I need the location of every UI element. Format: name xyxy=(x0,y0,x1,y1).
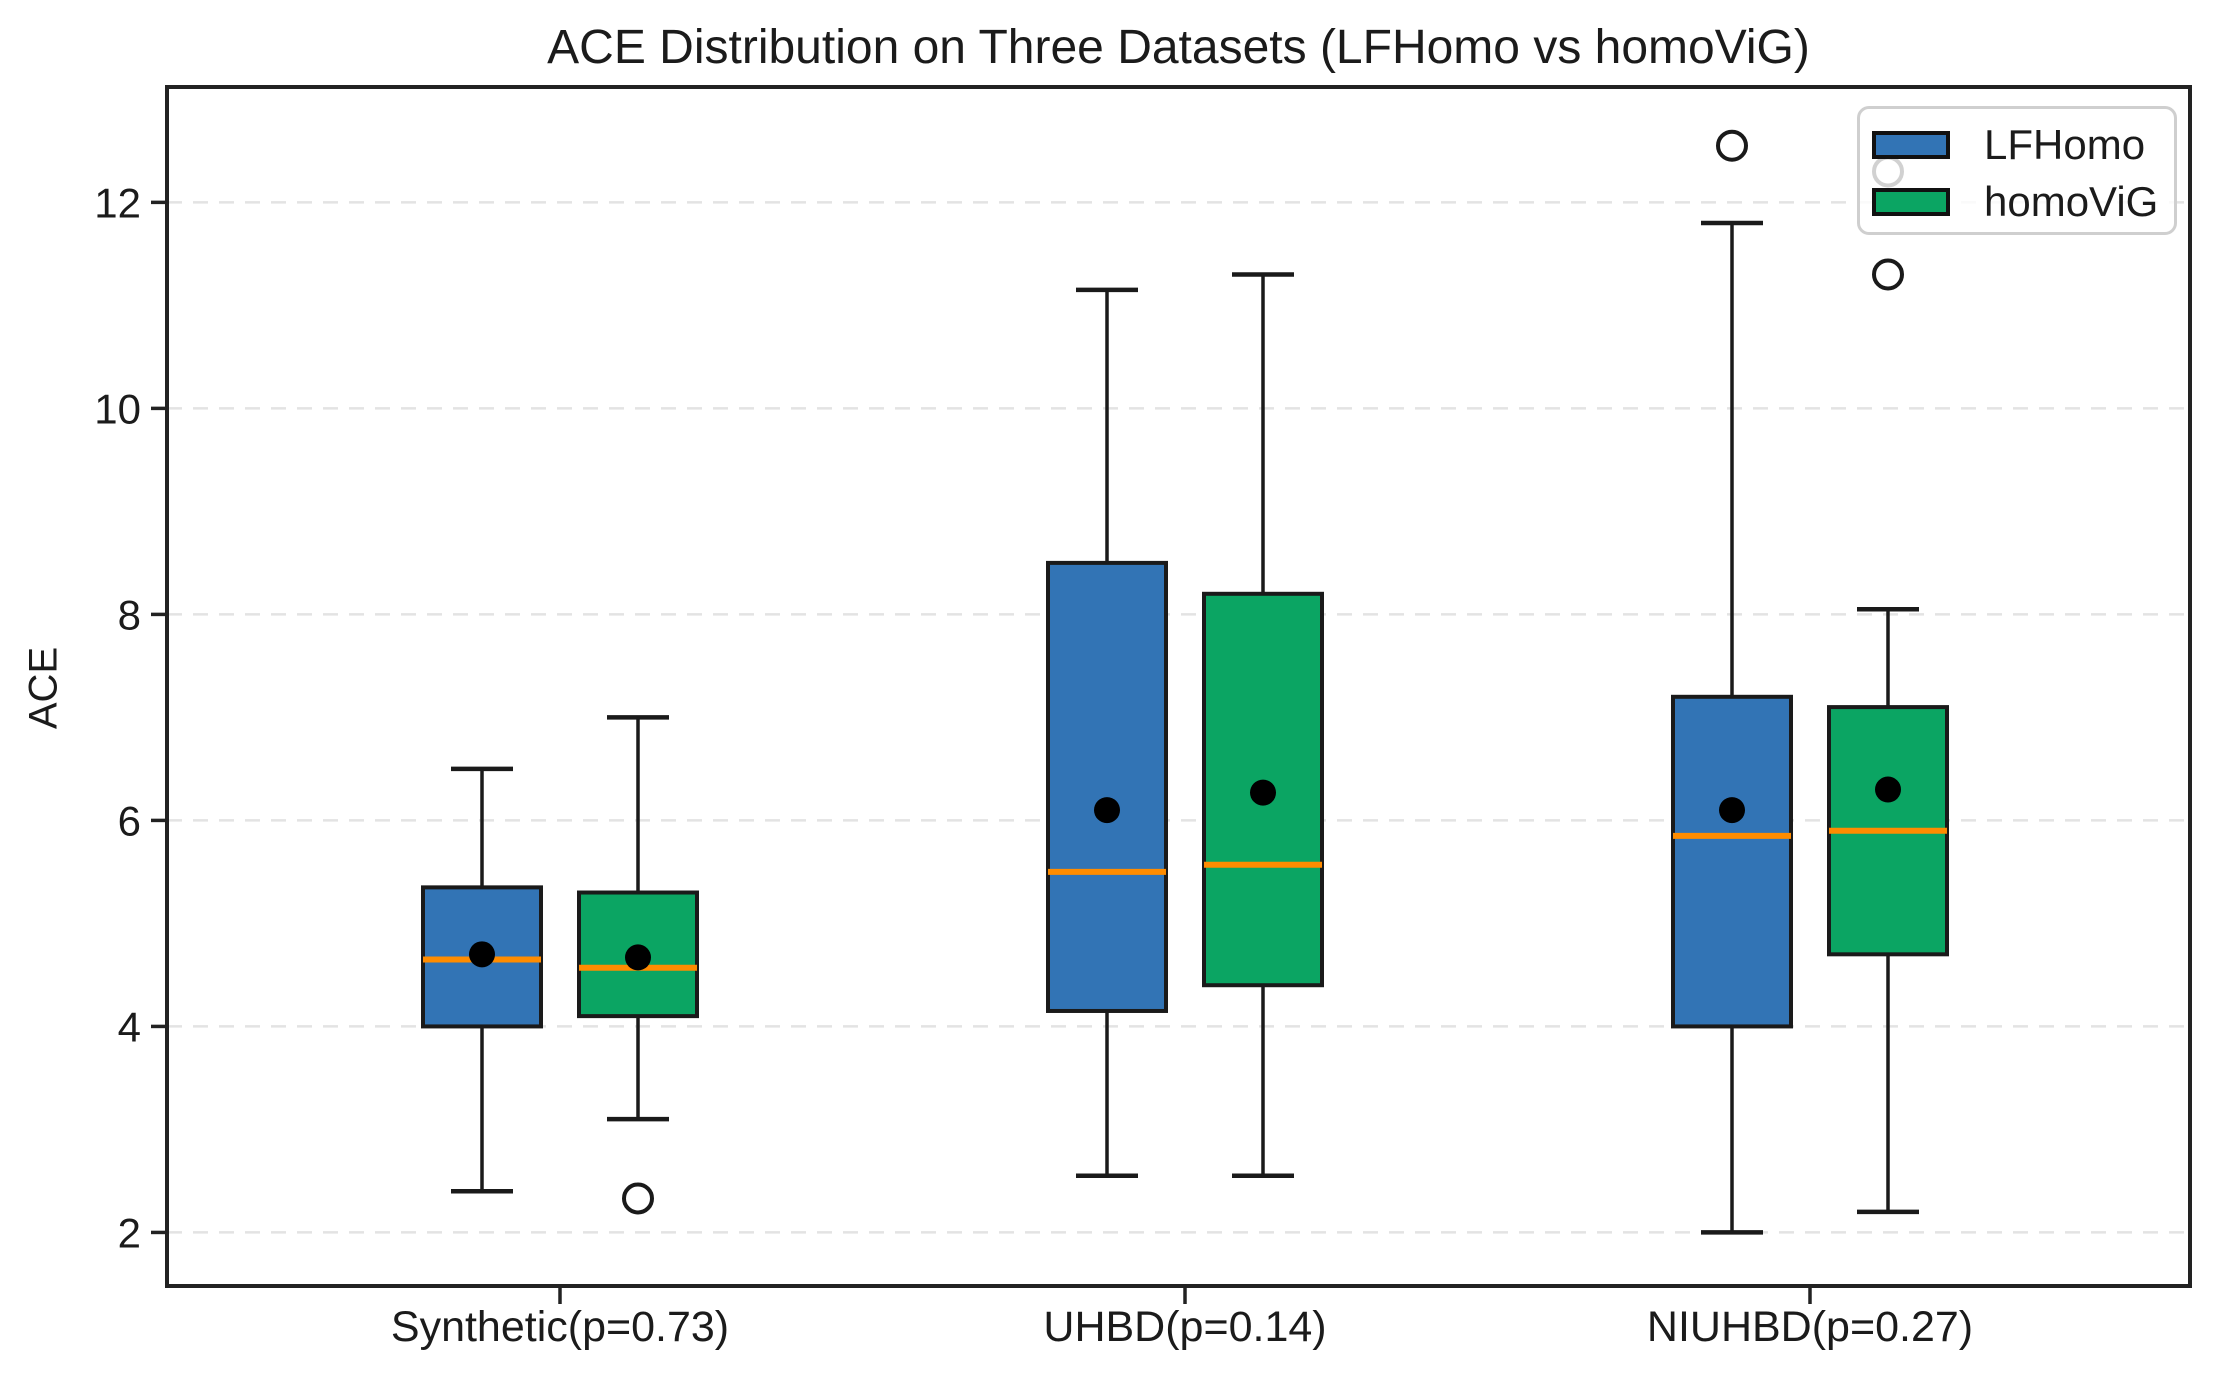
mean-dot-lfhomo-1 xyxy=(1094,797,1120,824)
legend-row-homovig: homoViG xyxy=(1872,180,2174,224)
legend-label-lfhomo: LFHomo xyxy=(1984,121,2146,168)
legend-row-lfhomo: LFHomo xyxy=(1872,123,2174,167)
y-tick-label-4: 4 xyxy=(118,1003,141,1050)
homovig-swatch-icon xyxy=(1872,188,1950,216)
chart-legend: LFHomo homoViG xyxy=(1857,106,2177,235)
lfhomo-swatch-icon xyxy=(1872,131,1950,159)
mean-dot-lfhomo-2 xyxy=(1719,797,1745,824)
box-lfhomo-1 xyxy=(1046,560,1168,1013)
legend-label-homovig: homoViG xyxy=(1984,178,2159,225)
y-tick-label-6: 6 xyxy=(118,797,141,844)
x-tick-label-niuhbd: NIUHBD(p=0.27) xyxy=(1646,1303,1974,1351)
y-tick-label-10: 10 xyxy=(94,385,141,432)
mean-dot-homovig-0 xyxy=(625,944,651,971)
outlier-homovig-2-0 xyxy=(1872,258,1904,291)
axes-spines xyxy=(165,85,2192,1288)
y-tick-label-2: 2 xyxy=(118,1209,141,1256)
outlier-homovig-0-0 xyxy=(622,1182,654,1215)
mean-dot-homovig-1 xyxy=(1250,779,1276,806)
x-tick-label-synthetic: Synthetic(p=0.73) xyxy=(390,1303,730,1351)
y-axis-label: ACE xyxy=(21,646,66,730)
mean-dot-lfhomo-0 xyxy=(469,941,495,968)
mean-dot-homovig-2 xyxy=(1875,776,1901,803)
chart-title: ACE Distribution on Three Datasets (LFHo… xyxy=(547,21,1810,74)
x-tick-label-uhbd: UHBD(p=0.14) xyxy=(1043,1303,1327,1351)
box-lfhomo-2 xyxy=(1671,694,1793,1029)
y-tick-label-12: 12 xyxy=(94,179,141,226)
y-tick-label-8: 8 xyxy=(118,591,141,638)
outlier-lfhomo-2-0 xyxy=(1716,129,1748,162)
